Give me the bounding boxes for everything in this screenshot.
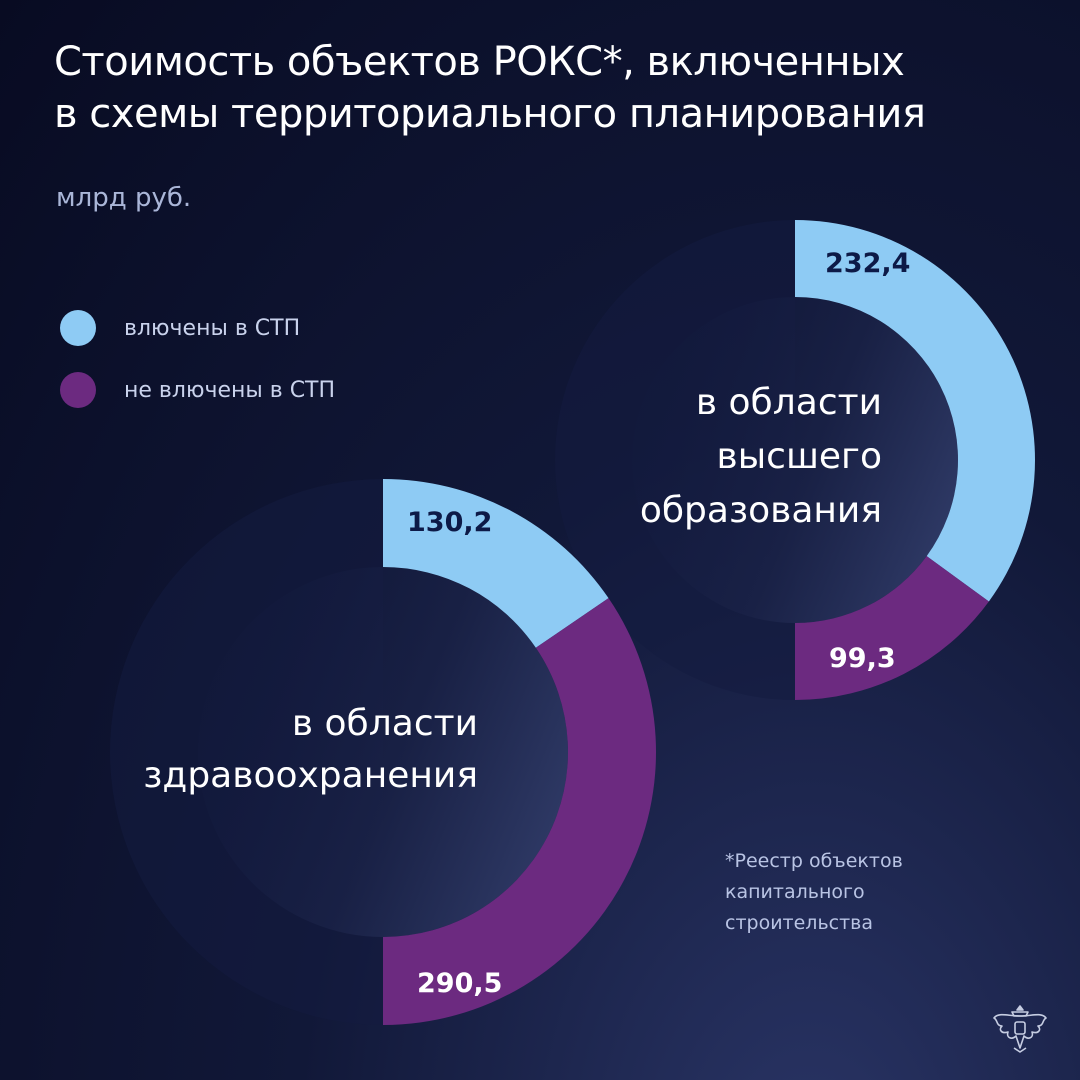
chart-title-line-2: в схемы территориального планирования [54,91,926,137]
footnote: *Реестр объектов капитального строительс… [725,846,903,939]
eagle-emblem-icon [993,1005,1047,1053]
footnote-line-1: *Реестр объектов [725,850,903,872]
donut-1-value-label-1: 290,5 [417,968,502,999]
donut-0-value-label-1: 99,3 [829,643,896,674]
legend: влючены в СТП не влючены в СТП [60,308,335,432]
chart-title-line-1: Стоимость объектов РОКС*, включенных [54,39,905,85]
donut-0-title-line-0: в области [696,382,882,423]
footnote-line-3: строительства [725,912,874,934]
chart-title: Стоимость объектов РОКС*, включенных в с… [54,36,1034,140]
donut-1-slice-not-included [383,598,657,1025]
donut-0-slice-not-included [795,556,989,700]
donut-1-title-line-1: здравоохранения [143,755,478,796]
footnote-line-2: капитального [725,881,865,903]
donut-hole-0 [632,297,958,623]
donut-hole-1 [198,567,568,937]
legend-item-included: влючены в СТП [60,308,335,348]
donut-0-value-label-0: 232,4 [825,248,910,279]
donut-1-slice-included [383,479,609,648]
donut-1-title-line-0: в области [292,703,478,744]
donut-higher-education: 232,4 99,3 в области высшего образования [555,220,1035,700]
legend-label-included: влючены в СТП [124,315,301,341]
donut-healthcare: 130,2 290,5 в области здравоохранения [110,479,657,1025]
legend-item-not-included: не влючены в СТП [60,370,335,410]
legend-swatch-not-included [60,372,96,408]
donut-0-title-line-1: высшего [717,436,882,477]
legend-swatch-included [60,310,96,346]
legend-label-not-included: не влючены в СТП [124,377,336,403]
donut-1-value-label-0: 130,2 [407,507,492,538]
donut-0-slice-included [795,220,1035,602]
unit-label: млрд руб. [56,183,192,213]
donut-0-title-line-2: образования [640,490,882,531]
